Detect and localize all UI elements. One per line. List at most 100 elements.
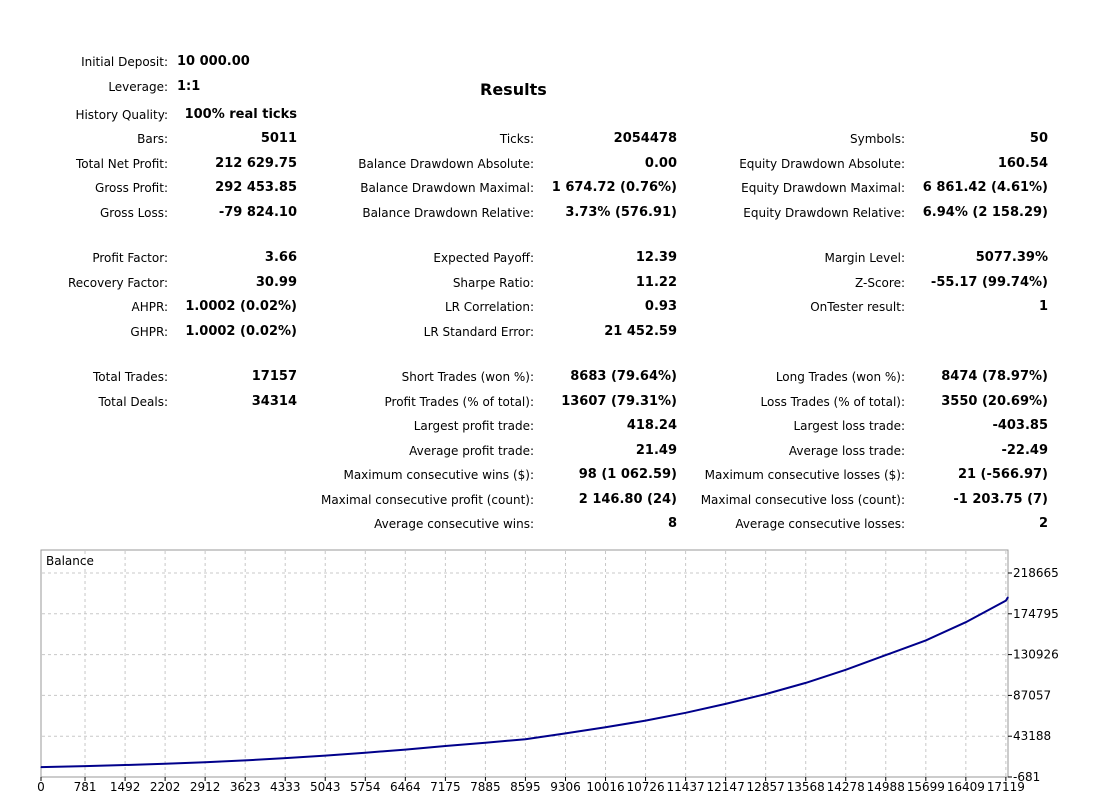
balance-point (925, 639, 927, 642)
col3-stat-value: 160.54 (997, 156, 1048, 171)
balance-point (845, 669, 847, 671)
col1-stat-label: AHPR: (131, 300, 168, 314)
col2-stat-label: Balance Drawdown Absolute: (358, 157, 534, 171)
x-tick-label: 9306 (550, 780, 581, 794)
balance-point (765, 693, 767, 695)
col1-stat-value: 3.66 (264, 250, 297, 265)
col2-stat-value: 2054478 (613, 131, 677, 146)
history-quality-value: 100% real ticks (184, 107, 297, 122)
col3-stat-label: Equity Drawdown Absolute: (739, 157, 905, 171)
balance-point (324, 755, 326, 757)
x-tick-label: 8595 (510, 780, 541, 794)
balance-line (40, 596, 1009, 769)
col3-stat-value: 6 861.42 (4.61%) (922, 180, 1048, 195)
balance-point (965, 621, 967, 623)
col2-stat-value: 11.22 (635, 275, 677, 290)
balance-point (685, 712, 687, 714)
chart-title: Balance (46, 554, 94, 568)
col3-stat-label: Maximal consecutive loss (count): (700, 493, 905, 507)
balance-point (204, 761, 206, 763)
col3-stat-value: 3550 (20.69%) (941, 394, 1048, 409)
x-tick-label: 7175 (430, 780, 461, 794)
x-tick-label: 5754 (350, 780, 381, 794)
col1-stat-label: Profit Factor: (92, 251, 168, 265)
col2-stat-value: 0.00 (644, 156, 677, 171)
col1-stat-label: Bars: (137, 132, 168, 146)
col2-stat-label: Balance Drawdown Maximal: (360, 181, 534, 195)
col1-stat-label: Gross Loss: (100, 206, 168, 220)
x-tick-label: 5043 (310, 780, 341, 794)
col1-stat-value: 5011 (260, 131, 297, 146)
x-tick-label: 16409 (947, 780, 985, 794)
col3-stat-value: -403.85 (992, 418, 1048, 433)
x-tick-label: 781 (74, 780, 97, 794)
col3-stat-label: Equity Drawdown Maximal: (741, 181, 905, 195)
balance-point (404, 749, 406, 751)
col2-stat-value: 98 (1 062.59) (578, 467, 677, 482)
x-tick-label: 10016 (586, 780, 624, 794)
col2-stat-label: Expected Payoff: (433, 251, 534, 265)
col2-stat-label: Profit Trades (% of total): (384, 395, 534, 409)
col1-stat-label: Total Trades: (93, 370, 168, 384)
col3-stat-label: Symbols: (850, 132, 905, 146)
col3-stat-label: OnTester result: (810, 300, 905, 314)
leverage-value: 1:1 (177, 79, 201, 94)
col3-stat-value: 21 (-566.97) (957, 467, 1048, 482)
col2-stat-label: Short Trades (won %): (401, 370, 534, 384)
balance-point (244, 759, 246, 762)
col2-stat-label: LR Correlation: (444, 300, 534, 314)
col3-stat-value: 50 (1029, 131, 1048, 146)
balance-point (644, 720, 647, 722)
y-tick-label: 174795 (1013, 607, 1059, 621)
col2-stat-label: Maximal consecutive profit (count): (320, 493, 534, 507)
col3-stat-label: Largest loss trade: (793, 419, 905, 433)
x-tick-label: 12147 (707, 780, 745, 794)
x-tick-label: 17119 (987, 780, 1025, 794)
col3-stat-value: 6.94% (2 158.29) (922, 205, 1048, 220)
col2-stat-value: 21 452.59 (604, 324, 677, 339)
initial-deposit-value: 10 000.00 (177, 54, 250, 69)
x-tick-label: 2912 (190, 780, 221, 794)
col2-stat-label: Balance Drawdown Relative: (362, 206, 534, 220)
x-tick-label: 7885 (470, 780, 501, 794)
col1-stat-value: 1.0002 (0.02%) (185, 299, 297, 314)
balance-point (564, 732, 567, 735)
col3-stat-value: 1 (1038, 299, 1048, 314)
col1-stat-value: 212 629.75 (215, 156, 297, 171)
col1-stat-value: 34314 (251, 394, 297, 409)
balance-point (84, 765, 86, 767)
col2-stat-label: Maximum consecutive wins ($): (343, 468, 534, 482)
balance-point (1007, 596, 1009, 598)
col2-stat-value: 13607 (79.31%) (561, 394, 677, 409)
balance-point (284, 757, 286, 759)
x-tick-label: 14988 (867, 780, 905, 794)
col3-stat-label: Loss Trades (% of total): (760, 395, 906, 409)
x-tick-label: 12857 (747, 780, 785, 794)
balance-point (1005, 600, 1007, 602)
col2-stat-value: 0.93 (644, 299, 677, 314)
col3-stat-label: Average loss trade: (788, 444, 905, 458)
balance-point (885, 654, 887, 656)
col1-stat-label: Gross Profit: (95, 181, 168, 195)
x-tick-label: 2202 (150, 780, 181, 794)
col1-stat-value: 292 453.85 (215, 180, 297, 195)
col1-stat-label: GHPR: (130, 325, 168, 339)
balance-point (444, 745, 446, 747)
col3-stat-label: Equity Drawdown Relative: (743, 206, 905, 220)
x-tick-label: 10726 (626, 780, 664, 794)
col2-stat-label: Average consecutive wins: (374, 517, 534, 531)
balance-point (524, 738, 527, 740)
page-title: Results (480, 80, 547, 99)
x-tick-label: 15699 (907, 780, 945, 794)
col3-stat-value: -22.49 (1001, 443, 1048, 458)
col3-stat-label: Average consecutive losses: (735, 517, 905, 531)
x-tick-label: 4333 (270, 780, 301, 794)
col1-stat-value: 17157 (251, 369, 297, 384)
y-tick-label: 43188 (1013, 729, 1051, 743)
col3-stat-label: Z-Score: (855, 276, 905, 290)
col3-stat-value: 8474 (78.97%) (941, 369, 1048, 384)
col1-stat-value: 1.0002 (0.02%) (185, 324, 297, 339)
x-tick-label: 1492 (110, 780, 141, 794)
col3-stat-value: 5077.39% (975, 250, 1048, 265)
